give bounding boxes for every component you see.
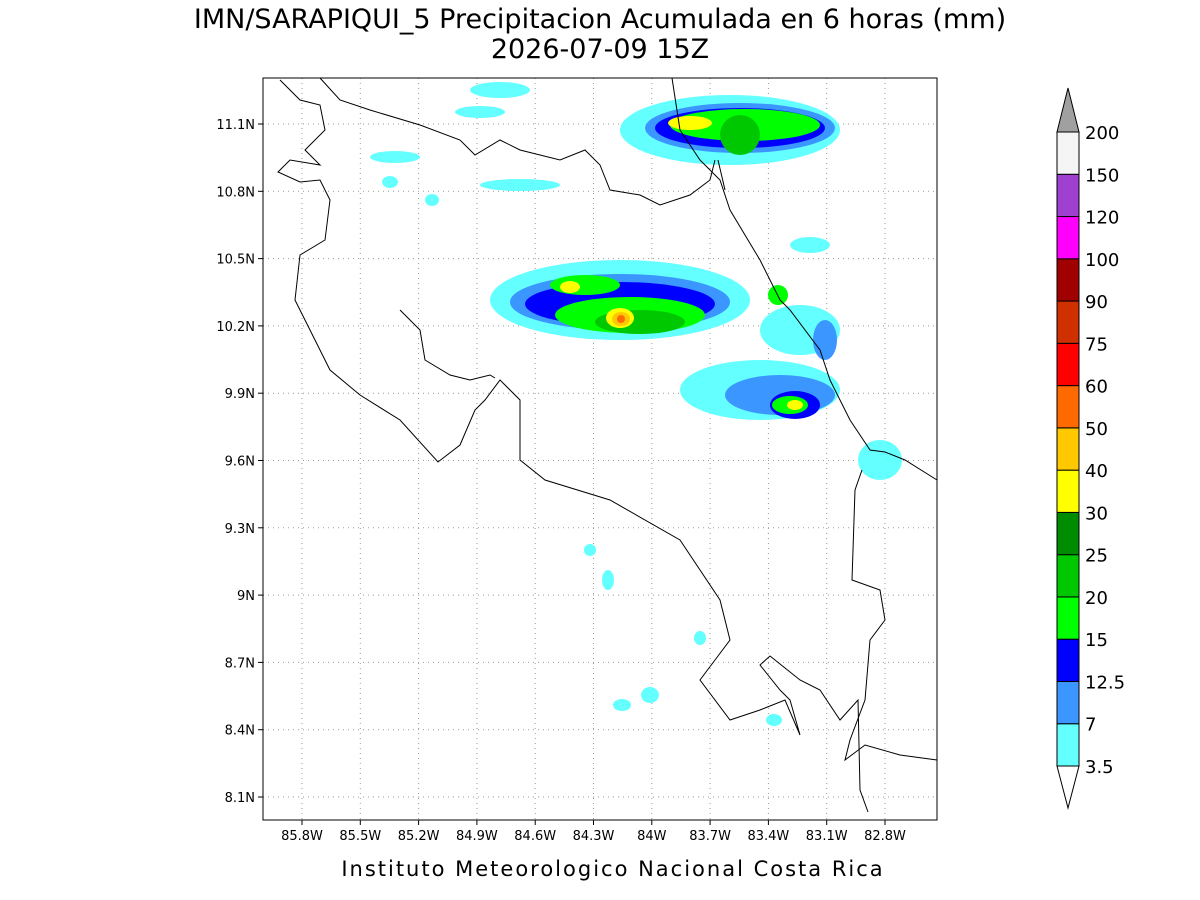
colorbar-label: 60	[1085, 377, 1108, 398]
footer: Instituto Meteorologico Nacional Costa R…	[341, 857, 884, 881]
colorbar-label: 30	[1085, 503, 1108, 524]
colorbar-segment	[1056, 554, 1080, 598]
colorbar-label: 150	[1085, 165, 1119, 186]
colorbar-label: 15	[1085, 630, 1108, 651]
map-frame	[262, 77, 938, 821]
lat-tick-label: 8.1N	[225, 791, 255, 806]
lon-tick-label: 83.1W	[806, 829, 848, 844]
lat-tick-label: 11.1N	[216, 118, 255, 133]
colorbar-segment	[1056, 680, 1080, 725]
lon-tick-label: 85.8W	[281, 829, 323, 844]
grid: 11.1N 10.8N 10.5N 10.2N 9.9N 9.6N 9.3N 9N 8.7N 8.…	[216, 78, 937, 844]
lat-tick-label: 9N	[237, 589, 255, 604]
colorbar-label: 90	[1085, 292, 1108, 313]
colorbar: 3.5 7 12.5 15 20 25 30 40 50 60 75 90 100 120 150 200	[1056, 87, 1125, 810]
colorbar-segment	[1056, 342, 1080, 387]
colorbar-label: 100	[1085, 250, 1119, 271]
colorbar-label: 200	[1085, 123, 1119, 144]
coastlines	[277, 77, 938, 813]
colorbar-segment	[1056, 173, 1080, 218]
colorbar-segment	[1056, 300, 1080, 344]
precipitation	[370, 82, 902, 726]
colorbar-label: 12.5	[1085, 672, 1125, 693]
colorbar-label: 50	[1085, 419, 1108, 440]
colorbar-segment	[1056, 385, 1080, 429]
colorbar-segment	[1056, 131, 1080, 175]
lat-tick-label: 9.3N	[225, 522, 255, 537]
colorbar-segment	[1056, 469, 1080, 513]
colorbar-segment	[1056, 596, 1080, 640]
colorbar-label: 3.5	[1085, 757, 1114, 778]
colorbar-label: 20	[1085, 588, 1108, 609]
lon-tick-label: 85.5W	[339, 829, 381, 844]
lat-tick-label: 10.8N	[216, 185, 255, 200]
lon-tick-label: 84W	[637, 829, 667, 844]
colorbar-over	[1056, 87, 1080, 133]
colorbar-segment	[1056, 638, 1080, 682]
colorbar-label: 120	[1085, 208, 1119, 229]
colorbar-under	[1056, 765, 1080, 810]
lon-tick-label: 83.7W	[689, 829, 731, 844]
colorbar-label: 25	[1085, 546, 1108, 567]
title: IMN/SARAPIQUI_5 Precipitacion Acumulada …	[194, 4, 1006, 35]
lon-tick-label: 85.2W	[398, 829, 440, 844]
lat-tick-label: 10.5N	[216, 253, 255, 268]
colorbar-segment	[1056, 427, 1080, 471]
colorbar-segment	[1056, 216, 1080, 260]
lat-tick-label: 9.6N	[225, 455, 255, 470]
colorbar-segment	[1056, 511, 1080, 556]
lon-tick-label: 83.4W	[747, 829, 789, 844]
colorbar-label: 7	[1085, 715, 1096, 736]
lat-tick-label: 10.2N	[216, 320, 255, 335]
colorbar-label: 75	[1085, 334, 1108, 355]
lat-tick-label: 8.7N	[225, 656, 255, 671]
lat-tick-label: 8.4N	[225, 724, 255, 739]
colorbar-segment	[1056, 723, 1080, 767]
lon-tick-label: 84.9W	[456, 829, 498, 844]
lon-tick-label: 84.3W	[573, 829, 615, 844]
lon-tick-label: 82.8W	[864, 829, 906, 844]
colorbar-segment	[1056, 258, 1080, 302]
subtitle: 2026-07-09 15Z	[491, 34, 709, 65]
colorbar-label: 40	[1085, 461, 1108, 482]
lon-tick-label: 84.6W	[514, 829, 556, 844]
lat-tick-label: 9.9N	[225, 387, 255, 402]
